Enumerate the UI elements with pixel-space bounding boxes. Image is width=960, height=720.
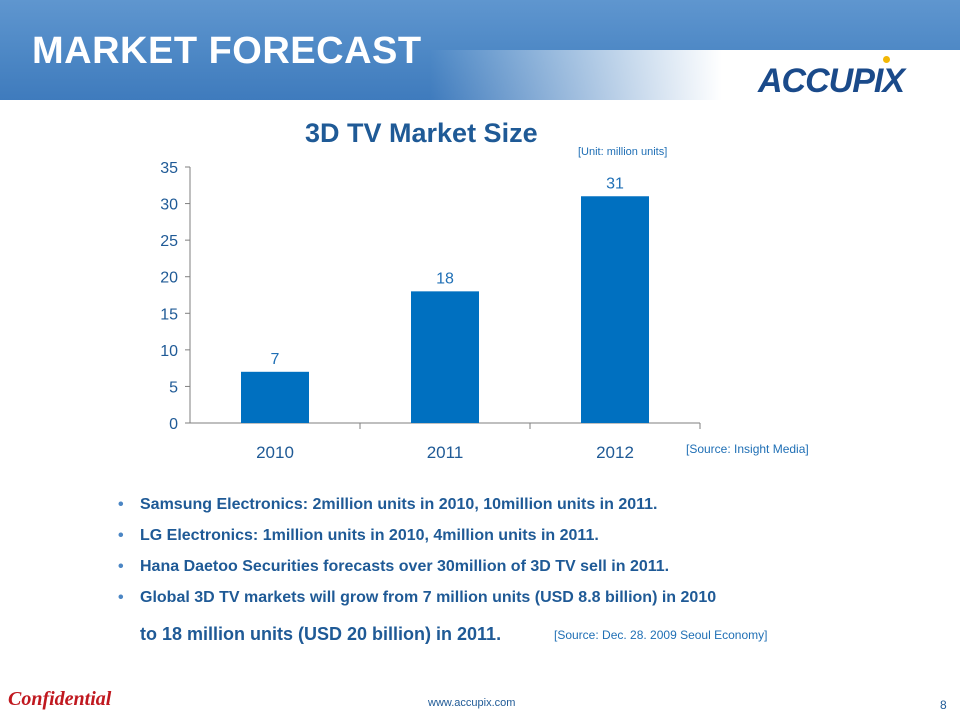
citation: [Source: Dec. 28. 2009 Seoul Economy] xyxy=(554,628,768,642)
bullet-text: Hana Daetoo Securities forecasts over 30… xyxy=(140,558,670,575)
website-link[interactable]: www.accupix.com xyxy=(428,697,516,709)
bullet-icon: • xyxy=(118,527,124,544)
logo-dot-icon xyxy=(883,56,890,63)
y-tick-label: 10 xyxy=(160,343,178,360)
bullet-text: Global 3D TV markets will grow from 7 mi… xyxy=(140,589,717,606)
bar-2012 xyxy=(581,196,649,423)
data-label-2010: 7 xyxy=(271,351,280,368)
page-title: MARKET FORECAST xyxy=(32,30,422,72)
bullet-icon: • xyxy=(118,496,124,513)
data-label-2012: 31 xyxy=(606,175,624,192)
y-tick-label: 20 xyxy=(160,270,178,287)
bullet-item: • Global 3D TV markets will grow from 7 m… xyxy=(118,587,918,618)
y-tick-label: 0 xyxy=(169,416,178,433)
bullet-item: • Hana Daetoo Securities forecasts over 3… xyxy=(118,556,918,587)
bar-2011 xyxy=(411,291,479,423)
bullet-item: • Samsung Electronics: 2million units in … xyxy=(118,494,918,525)
page-number: 8 xyxy=(940,698,947,712)
y-tick-label: 15 xyxy=(160,306,178,323)
bullet-text: Samsung Electronics: 2million units in 2… xyxy=(140,496,658,513)
accupix-logo: ACCUPIX xyxy=(758,62,905,100)
bullet-item: • LG Electronics: 1million units in 2010,… xyxy=(118,525,918,556)
y-tick-label: 35 xyxy=(160,160,178,177)
x-tick-label: 2011 xyxy=(427,443,464,462)
x-tick-label: 2010 xyxy=(256,443,294,462)
logo-panel xyxy=(430,50,960,100)
y-tick-label: 30 xyxy=(160,197,178,214)
bullet-list: • Samsung Electronics: 2million units in … xyxy=(118,494,918,618)
bullet-text: LG Electronics: 1million units in 2010, … xyxy=(140,527,599,544)
header-bar: MARKET FORECAST ACCUPIX xyxy=(0,0,960,100)
y-tick-label: 5 xyxy=(169,379,178,396)
y-tick-label: 25 xyxy=(160,233,178,250)
x-tick-label: 2012 xyxy=(596,443,634,462)
source-note: [Source: Insight Media] xyxy=(686,442,809,456)
bullet-icon: • xyxy=(118,558,124,575)
data-label-2011: 18 xyxy=(436,270,454,287)
chart-title: 3D TV Market Size xyxy=(305,118,538,148)
bullet-continuation: to 18 million units (USD 20 billion) in … xyxy=(140,624,502,644)
unit-note: [Unit: million units] xyxy=(578,146,668,158)
bullet-icon: • xyxy=(118,589,124,606)
bar-chart: 0 5 10 15 20 25 30 35 7 2010 18 2011 31 2012 xyxy=(160,160,701,462)
confidential-mark: Confidential xyxy=(8,688,112,710)
bar-2010 xyxy=(241,371,309,423)
